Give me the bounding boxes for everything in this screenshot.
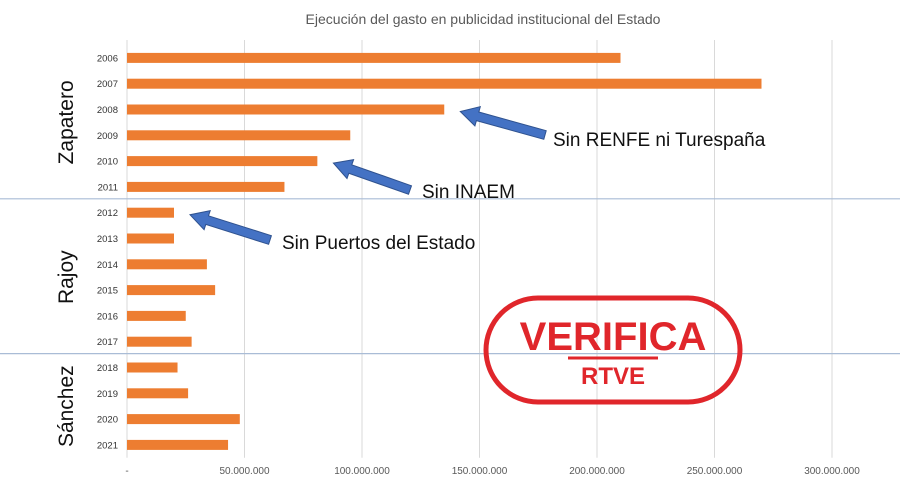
x-tick-labels: - 50.000.000 100.000.000 150.000.000 200.000… xyxy=(125,466,860,477)
period-labels: Zapatero Rajoy Sánchez xyxy=(55,80,78,447)
x-tick-label: 150.000.000 xyxy=(452,466,508,477)
bar-2017 xyxy=(127,336,192,347)
bar-2010 xyxy=(127,156,318,167)
period-label-2: Sánchez xyxy=(55,365,78,447)
x-tick-label: 300.000.000 xyxy=(804,466,860,477)
period-separators xyxy=(0,198,900,355)
category-label: 2015 xyxy=(97,286,118,297)
category-label: 2008 xyxy=(97,105,118,116)
bar-2009 xyxy=(127,130,351,141)
bars xyxy=(127,52,762,450)
annotations: Sin RENFE ni Turespaña Sin INAEM Sin Puert… xyxy=(189,106,766,254)
x-tick-label: 100.000.000 xyxy=(334,466,390,477)
category-label: 2012 xyxy=(97,208,118,219)
bar-2015 xyxy=(127,285,216,296)
period-label-0: Zapatero xyxy=(55,80,78,164)
category-label: 2017 xyxy=(97,337,118,348)
stamp-border xyxy=(483,295,743,405)
x-tick-label: 200.000.000 xyxy=(569,466,625,477)
bar-2016 xyxy=(127,310,186,321)
period-label-1: Rajoy xyxy=(55,250,78,304)
bar-2008 xyxy=(127,104,445,115)
bar-2011 xyxy=(127,181,285,192)
category-label: 2019 xyxy=(97,389,118,400)
category-label: 2013 xyxy=(97,234,118,245)
stamp-verifica: VERIFICA xyxy=(520,315,707,359)
x-tick-label: - xyxy=(125,466,128,477)
category-label: 2007 xyxy=(97,79,118,90)
annotation-arrow xyxy=(459,106,547,140)
category-label: 2021 xyxy=(97,440,118,451)
category-label: 2014 xyxy=(97,260,118,271)
bar-2014 xyxy=(127,259,207,270)
annotation-arrow xyxy=(189,209,273,245)
category-label: 2006 xyxy=(97,53,118,64)
category-label: 2016 xyxy=(97,311,118,322)
bar-2006 xyxy=(127,52,621,63)
x-tick-label: 50.000.000 xyxy=(219,466,269,477)
x-tick-label: 250.000.000 xyxy=(687,466,743,477)
category-label: 2018 xyxy=(97,363,118,374)
annotation-arrow xyxy=(332,158,413,195)
bar-2012 xyxy=(127,207,174,218)
gridlines xyxy=(126,40,833,458)
bar-2020 xyxy=(127,414,240,425)
bar-2018 xyxy=(127,362,178,373)
category-label: 2020 xyxy=(97,415,118,426)
category-labels: 2006 2007 2008 2009 2010 2011 2012 2013 2014 2015… xyxy=(97,53,118,451)
chart-title: Ejecución del gasto en publicidad instit… xyxy=(306,11,661,27)
bar-2021 xyxy=(127,439,229,450)
category-label: 2011 xyxy=(98,182,118,193)
bar-2007 xyxy=(127,78,762,89)
category-label: 2009 xyxy=(97,131,118,142)
category-label: 2010 xyxy=(97,157,118,168)
bar-2013 xyxy=(127,233,174,244)
annotation-text: Sin Puertos del Estado xyxy=(282,233,475,254)
annotation-text: Sin INAEM xyxy=(422,182,515,203)
annotation-text: Sin RENFE ni Turespaña xyxy=(553,130,766,151)
bar-2019 xyxy=(127,388,189,399)
verifica-rtve-stamp: VERIFICA RTVE xyxy=(483,295,743,405)
stamp-rtve: RTVE xyxy=(581,363,645,390)
